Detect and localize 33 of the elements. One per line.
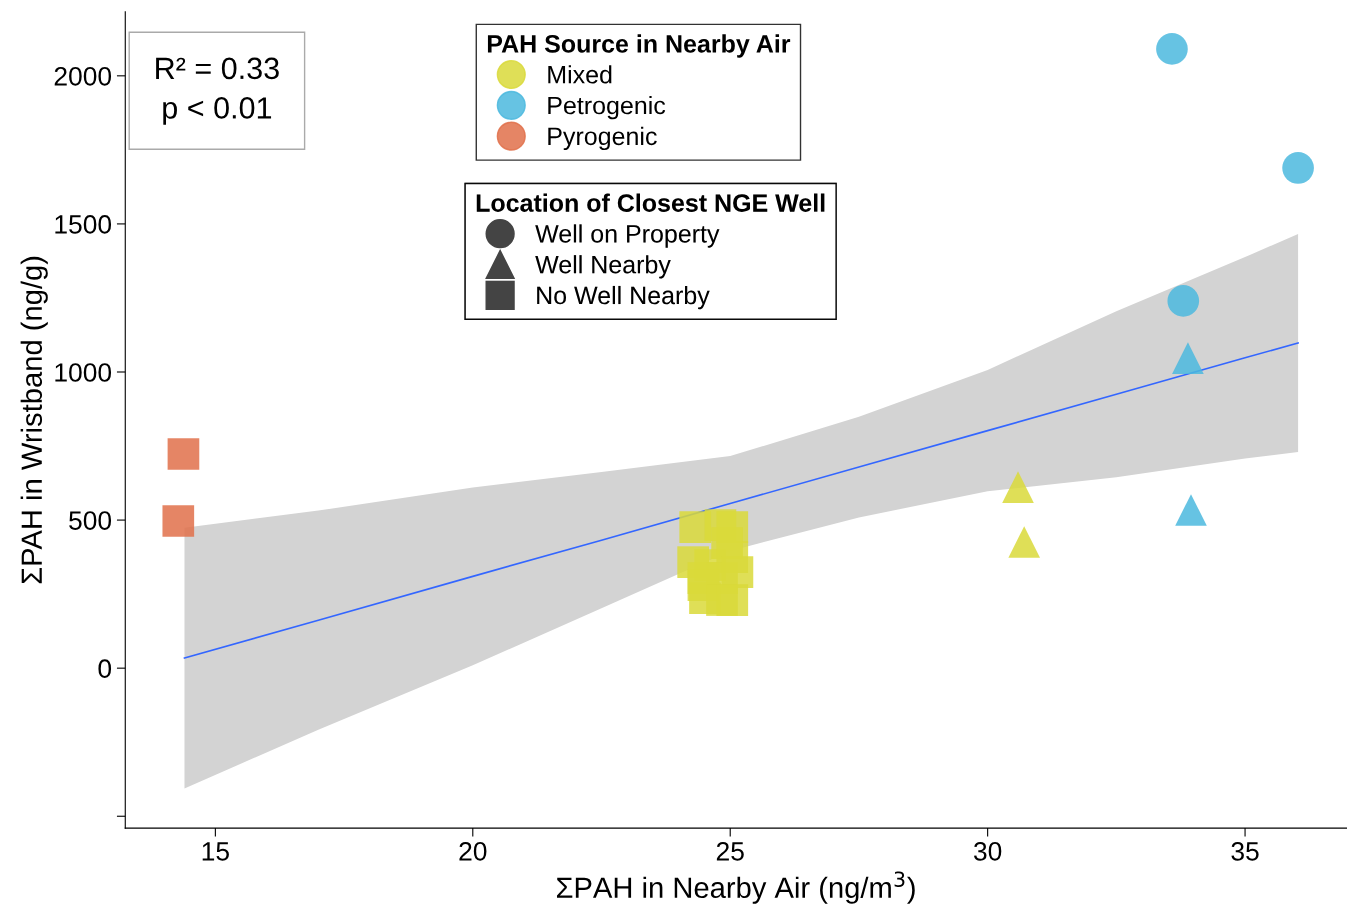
legend-label: Well Nearby: [535, 255, 671, 279]
point: [162, 505, 195, 537]
legend-label: Petrogenic: [548, 95, 666, 120]
x-tick-label: 25: [716, 841, 744, 861]
x-tick-label: 20: [459, 841, 487, 861]
point: [1167, 285, 1200, 317]
line-series: [183, 342, 1299, 659]
point: [1008, 526, 1041, 558]
y-tick-label: 1500: [55, 215, 112, 234]
x-axis-title: ΣPAH in Nearby Air (ng/m$^{3}$): [556, 871, 915, 904]
y-tick-label: 1000: [55, 363, 112, 382]
annotation: p < 0.01: [163, 97, 272, 125]
point: [1002, 471, 1034, 504]
legend-label: Well on Property: [535, 224, 720, 248]
x-tick-label: 35: [1231, 841, 1259, 861]
y-tick-label: 2000: [54, 66, 112, 86]
legend-label: Pyrogenic: [548, 126, 657, 151]
x-tick-label: 30: [973, 841, 1002, 861]
y-tick-label: 0: [98, 659, 112, 678]
legend-label: No Well Nearby: [537, 285, 710, 310]
x-tick-label: 15: [202, 842, 229, 861]
legend-label: Mixed: [548, 65, 612, 84]
y-tick-label: 500: [69, 511, 112, 530]
point: [167, 438, 200, 470]
y-axis-title: ΣPAH in Wristband (ng/g): [20, 256, 48, 584]
point: [716, 584, 749, 616]
point: [1175, 494, 1207, 526]
text: PAH Source in Nearby Air: [487, 34, 791, 58]
point: [1156, 33, 1188, 65]
point: [1172, 342, 1204, 374]
text: Location of Closest NGE Well: [476, 193, 825, 212]
annotation: R² = 0.33: [156, 57, 279, 80]
point: [1282, 152, 1314, 184]
